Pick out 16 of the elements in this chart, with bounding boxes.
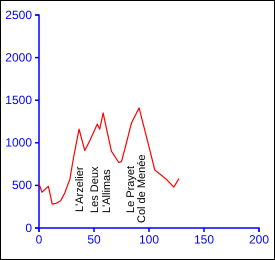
- annotation: L'Allimas: [101, 168, 113, 213]
- x-tick-label: 50: [87, 232, 101, 247]
- y-tick-label: 1500: [5, 93, 32, 108]
- x-tick-label: 150: [194, 232, 214, 247]
- x-tick-label: 200: [248, 232, 270, 247]
- y-tick-label: 2000: [5, 50, 32, 64]
- y-tick-label: 1000: [5, 136, 32, 150]
- annotation: Le Prayet: [125, 166, 137, 213]
- annotation: Col de Menée: [136, 154, 148, 223]
- annotation: Les Deux: [89, 166, 101, 213]
- x-tick-label: 100: [138, 232, 160, 247]
- y-tick-label: 0: [25, 220, 32, 235]
- y-tick-label: 2500: [5, 8, 32, 22]
- x-tick-label: 0: [36, 232, 43, 247]
- y-tick-label: 500: [12, 178, 32, 192]
- annotation: L'Arzelier: [74, 166, 86, 212]
